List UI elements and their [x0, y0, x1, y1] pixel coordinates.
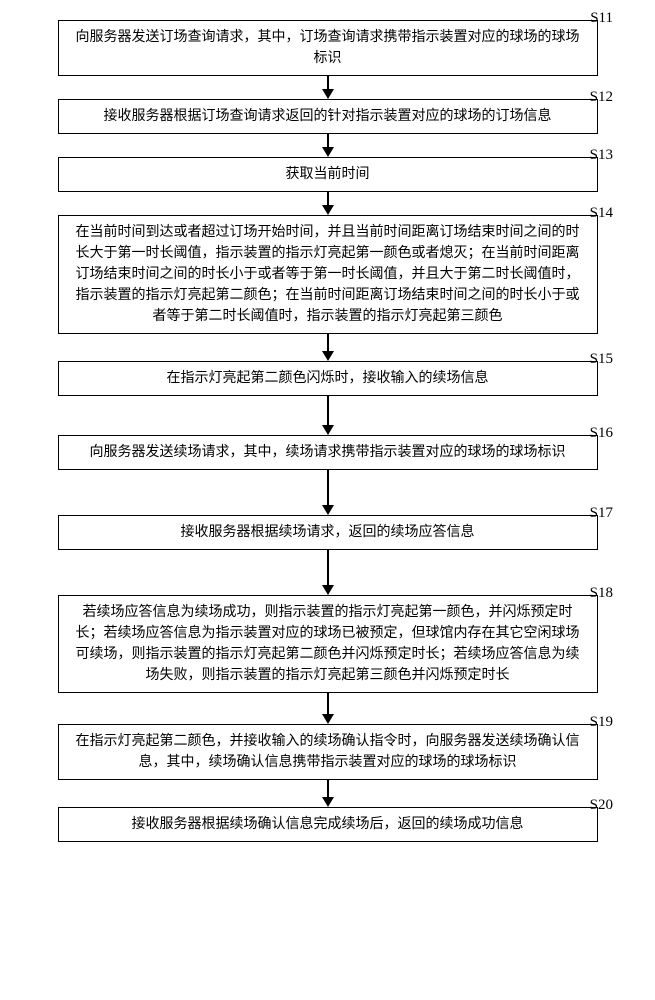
flow-step-s18: 若续场应答信息为续场成功，则指示装置的指示灯亮起第一颜色，并闪烁预定时长；若续场…	[30, 595, 625, 693]
flow-step-s20: 接收服务器根据续场确认信息完成续场后，返回的续场成功信息S20	[30, 807, 625, 842]
step-label-s17: S17	[590, 505, 613, 522]
arrow-head-icon	[322, 585, 334, 595]
arrow-head-icon	[322, 714, 334, 724]
arrow-s14	[322, 334, 334, 361]
step-box-s16: 向服务器发送续场请求，其中，续场请求携带指示装置对应的球场的球场标识	[58, 435, 598, 470]
arrow-head-icon	[322, 505, 334, 515]
flow-step-s11: 向服务器发送订场查询请求，其中，订场查询请求携带指示装置对应的球场的球场标识S1…	[30, 20, 625, 76]
arrow-line	[327, 550, 329, 586]
step-box-s13: 获取当前时间	[58, 157, 598, 192]
flow-step-s19: 在指示灯亮起第二颜色，并接收输入的续场确认指令时，向服务器发送续场确认信息，其中…	[30, 724, 625, 780]
arrow-line	[327, 134, 329, 148]
arrow-s11	[322, 76, 334, 99]
step-label-s12: S12	[590, 89, 613, 106]
arrow-line	[327, 470, 329, 506]
step-box-s17: 接收服务器根据续场请求，返回的续场应答信息	[58, 515, 598, 550]
flow-step-s12: 接收服务器根据订场查询请求返回的针对指示装置对应的球场的订场信息S12	[30, 99, 625, 134]
arrow-line	[327, 334, 329, 352]
arrow-line	[327, 396, 329, 426]
arrow-line	[327, 192, 329, 206]
arrow-s12	[322, 134, 334, 157]
arrow-s13	[322, 192, 334, 215]
arrow-line	[327, 76, 329, 90]
arrow-head-icon	[322, 351, 334, 361]
step-label-s11: S11	[590, 10, 613, 27]
step-label-s14: S14	[590, 205, 613, 222]
arrow-head-icon	[322, 425, 334, 435]
arrow-head-icon	[322, 147, 334, 157]
arrow-head-icon	[322, 797, 334, 807]
step-label-s19: S19	[590, 714, 613, 731]
arrow-line	[327, 780, 329, 798]
arrow-s19	[322, 780, 334, 807]
step-label-s16: S16	[590, 425, 613, 442]
flow-step-s13: 获取当前时间S13	[30, 157, 625, 192]
step-label-s20: S20	[590, 797, 613, 814]
flowchart-container: 向服务器发送订场查询请求，其中，订场查询请求携带指示装置对应的球场的球场标识 S1…	[30, 20, 625, 842]
flow-step-s14: 在当前时间到达或者超过订场开始时间，并且当前时间距离订场结束时间之间的时长大于第…	[30, 215, 625, 334]
arrow-s17	[322, 550, 334, 595]
step-box-s14: 在当前时间到达或者超过订场开始时间，并且当前时间距离订场结束时间之间的时长大于第…	[58, 215, 598, 334]
step-box-s19: 在指示灯亮起第二颜色，并接收输入的续场确认指令时，向服务器发送续场确认信息，其中…	[58, 724, 598, 780]
arrow-head-icon	[322, 89, 334, 99]
arrow-s16	[322, 470, 334, 515]
flow-step-s17: 接收服务器根据续场请求，返回的续场应答信息S17	[30, 515, 625, 550]
step-label-s18: S18	[590, 585, 613, 602]
flow-step-s15: 在指示灯亮起第二颜色闪烁时，接收输入的续场信息S15	[30, 361, 625, 396]
step-label-s15: S15	[590, 351, 613, 368]
step-box-s12: 接收服务器根据订场查询请求返回的针对指示装置对应的球场的订场信息	[58, 99, 598, 134]
arrow-head-icon	[322, 205, 334, 215]
arrow-line	[327, 693, 329, 715]
arrow-s18	[322, 693, 334, 724]
arrow-s15	[322, 396, 334, 435]
step-box-s11: 向服务器发送订场查询请求，其中，订场查询请求携带指示装置对应的球场的球场标识	[58, 20, 598, 76]
flow-step-s16: 向服务器发送续场请求，其中，续场请求携带指示装置对应的球场的球场标识S16	[30, 435, 625, 470]
step-box-s15: 在指示灯亮起第二颜色闪烁时，接收输入的续场信息	[58, 361, 598, 396]
step-label-s13: S13	[590, 147, 613, 164]
step-box-s18: 若续场应答信息为续场成功，则指示装置的指示灯亮起第一颜色，并闪烁预定时长；若续场…	[58, 595, 598, 693]
step-box-s20: 接收服务器根据续场确认信息完成续场后，返回的续场成功信息	[58, 807, 598, 842]
